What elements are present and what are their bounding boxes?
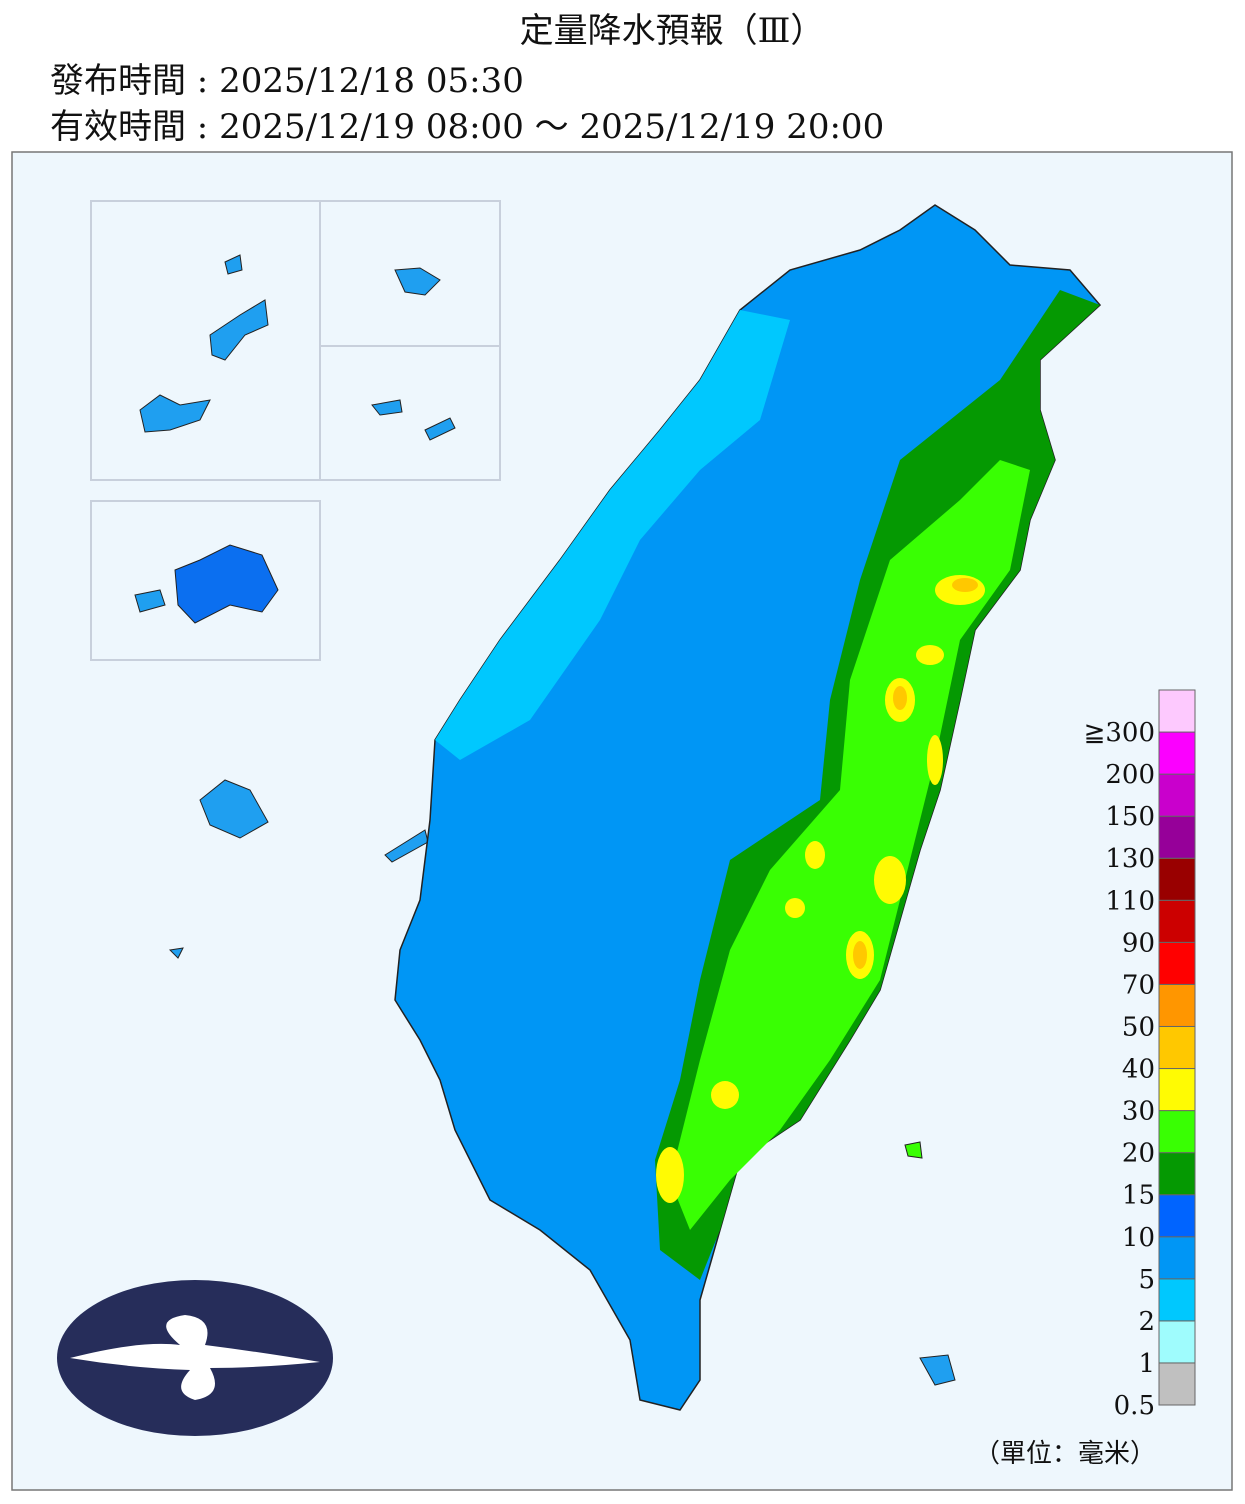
rain-peaks bbox=[853, 578, 978, 969]
legend-swatch bbox=[1158, 815, 1196, 859]
legend-label: 30 bbox=[1122, 1097, 1155, 1127]
legend-label: 70 bbox=[1122, 970, 1155, 1000]
legend-swatch bbox=[1158, 773, 1196, 817]
legend-label: 0.5 bbox=[1114, 1391, 1155, 1421]
legend-swatch bbox=[1158, 1025, 1196, 1070]
light-rain-area bbox=[435, 310, 790, 760]
legend-label: 1 bbox=[1138, 1349, 1155, 1379]
legend-label: 50 bbox=[1122, 1012, 1155, 1042]
legend-label: 40 bbox=[1122, 1055, 1155, 1085]
legend-label: 150 bbox=[1105, 802, 1155, 832]
legend-swatch bbox=[1158, 689, 1196, 733]
legend-swatch bbox=[1158, 1110, 1196, 1154]
legend-label: 200 bbox=[1105, 760, 1155, 790]
logo bbox=[57, 1280, 333, 1436]
legend-swatch bbox=[1158, 1152, 1196, 1196]
issued-time: 發布時間 : 2025/12/18 05:30 bbox=[50, 61, 524, 101]
legend-swatch bbox=[1158, 1278, 1196, 1322]
legend-swatch bbox=[1158, 1362, 1196, 1406]
legend-swatch bbox=[1158, 899, 1196, 943]
legend-label: 5 bbox=[1138, 1265, 1155, 1295]
legend-swatch bbox=[1158, 1068, 1196, 1112]
islands bbox=[134, 254, 956, 1386]
legend-label: ≧300 bbox=[1084, 718, 1155, 748]
legend-swatch bbox=[1158, 1236, 1196, 1280]
legend-swatch bbox=[1158, 1320, 1196, 1364]
legend-swatch bbox=[1158, 857, 1196, 901]
legend-label: 15 bbox=[1122, 1181, 1155, 1211]
legend-swatch bbox=[1158, 1194, 1196, 1238]
legend-label: 2 bbox=[1138, 1307, 1155, 1337]
legend-swatch bbox=[1158, 983, 1196, 1027]
inset-boxes bbox=[90, 200, 501, 661]
legend-swatch bbox=[1158, 941, 1196, 985]
legend-unit: （單位：毫米） bbox=[974, 1439, 1156, 1469]
legend-label: 20 bbox=[1122, 1139, 1155, 1169]
legend-label: 10 bbox=[1122, 1223, 1155, 1253]
legend-label: 110 bbox=[1105, 886, 1155, 916]
legend-swatch bbox=[1158, 731, 1196, 775]
valid-time: 有效時間 : 2025/12/19 08:00 ～ 2025/12/19 20:… bbox=[50, 107, 884, 147]
legend: 0.5 1 2 5 10 15 20 30 40 50 70 90 110 130 150 200 ≧300 bbox=[1084, 689, 1196, 1421]
legend-label: 90 bbox=[1122, 928, 1155, 958]
title: 定量降水預報（Ⅲ） bbox=[520, 11, 825, 51]
legend-label: 130 bbox=[1105, 844, 1155, 874]
